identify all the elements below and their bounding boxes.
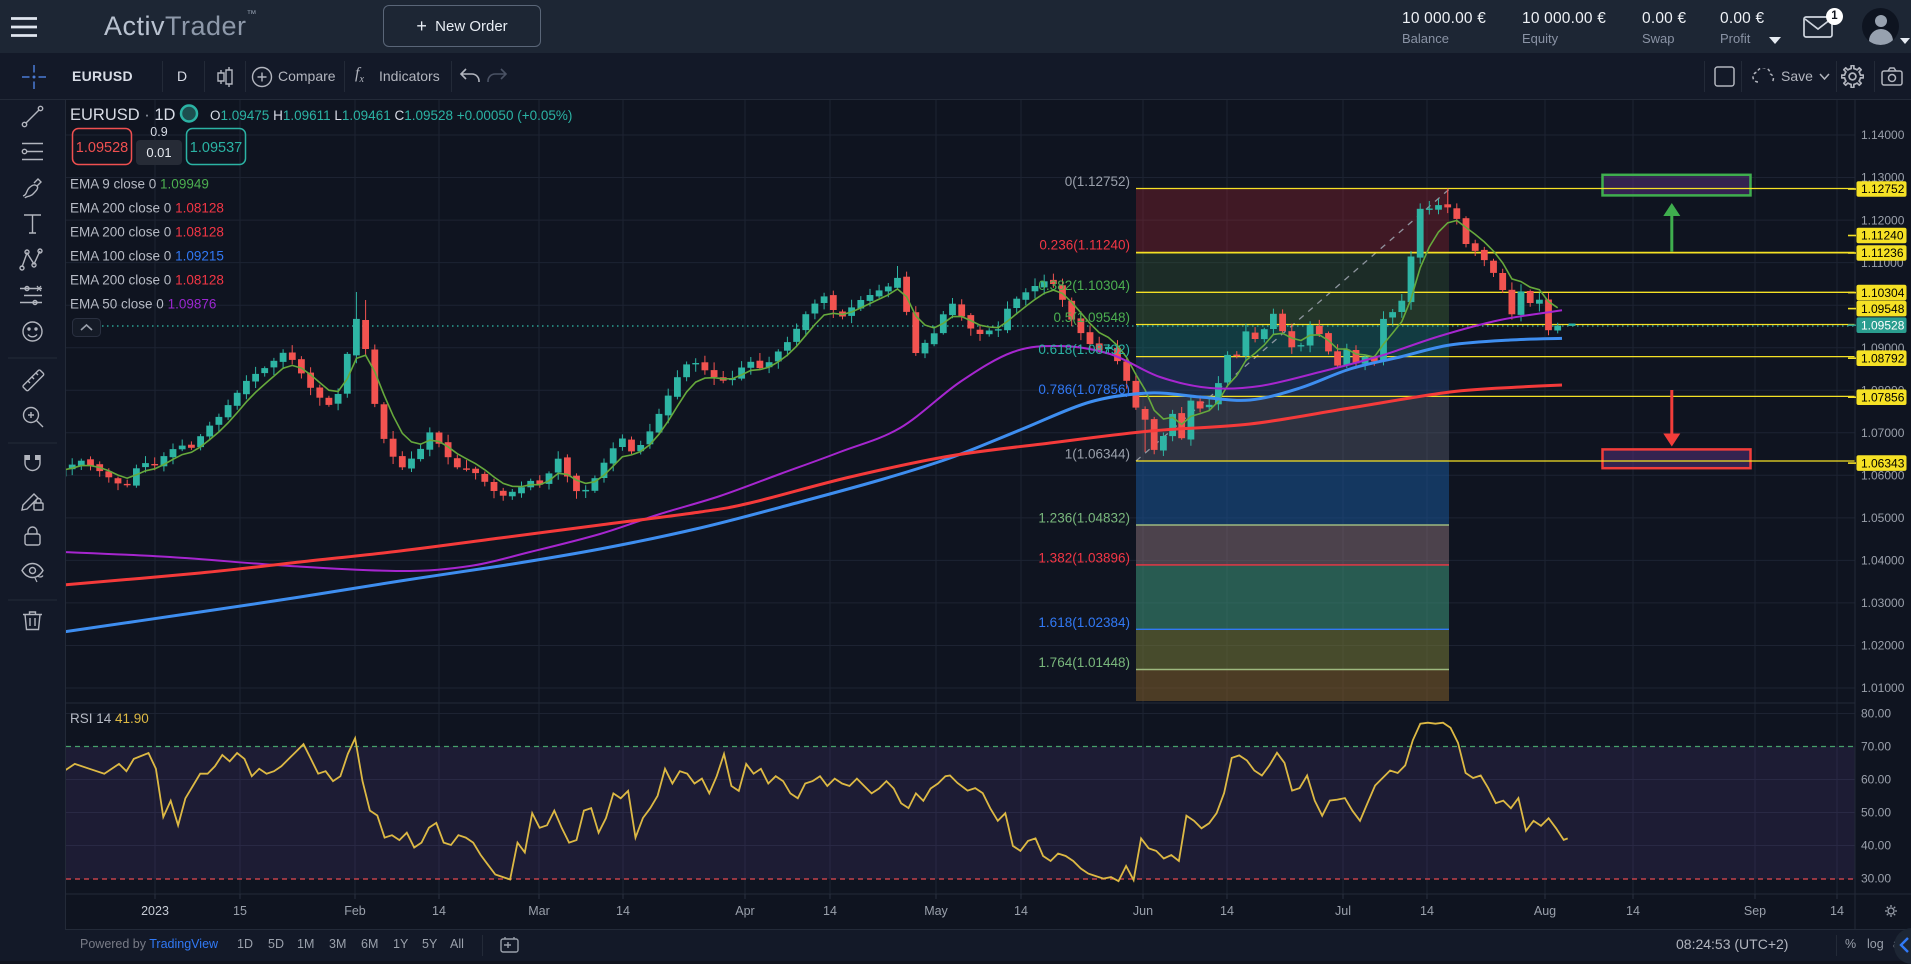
svg-text:14: 14 xyxy=(1420,904,1434,918)
svg-text:80.00: 80.00 xyxy=(1861,707,1891,721)
svg-text:1.09528: 1.09528 xyxy=(1861,318,1905,332)
svg-text:Jun: Jun xyxy=(1133,904,1153,918)
svg-text:14: 14 xyxy=(1626,904,1640,918)
svg-text:1.05000: 1.05000 xyxy=(1861,511,1905,525)
svg-text:EMA 100 close 0 1.09215: EMA 100 close 0 1.09215 xyxy=(70,249,224,264)
svg-text:1.618(1.02384): 1.618(1.02384) xyxy=(1038,615,1130,630)
svg-text:0(1.12752): 0(1.12752) xyxy=(1065,174,1130,189)
svg-text:14: 14 xyxy=(1830,904,1844,918)
svg-text:1.12752: 1.12752 xyxy=(1861,182,1905,196)
svg-text:14: 14 xyxy=(616,904,630,918)
svg-text:1.14000: 1.14000 xyxy=(1861,128,1905,142)
svg-text:1.08792: 1.08792 xyxy=(1861,351,1905,365)
svg-text:14: 14 xyxy=(823,904,837,918)
svg-text:50.00: 50.00 xyxy=(1861,806,1891,820)
svg-text:EURUSD · 1D: EURUSD · 1D xyxy=(70,106,176,124)
svg-text:60.00: 60.00 xyxy=(1861,773,1891,787)
svg-text:1.10304: 1.10304 xyxy=(1861,286,1905,300)
svg-text:Aug: Aug xyxy=(1534,904,1556,918)
svg-text:1.764(1.01448): 1.764(1.01448) xyxy=(1038,655,1130,670)
svg-text:1.09528: 1.09528 xyxy=(76,140,128,156)
svg-text:14: 14 xyxy=(432,904,446,918)
svg-text:0.9: 0.9 xyxy=(150,125,167,139)
svg-text:1.12000: 1.12000 xyxy=(1861,213,1905,227)
svg-text:1.06343: 1.06343 xyxy=(1861,456,1905,470)
svg-text:1.04000: 1.04000 xyxy=(1861,554,1905,568)
svg-text:1.11240: 1.11240 xyxy=(1861,229,1904,243)
svg-text:0.618(1.08792): 0.618(1.08792) xyxy=(1038,342,1130,357)
svg-text:1.236(1.04832): 1.236(1.04832) xyxy=(1038,511,1130,526)
svg-text:0.786(1.07856): 0.786(1.07856) xyxy=(1038,382,1130,397)
svg-text:EMA 200 close 0 1.08128: EMA 200 close 0 1.08128 xyxy=(70,273,224,288)
svg-text:1(1.06344): 1(1.06344) xyxy=(1065,447,1130,462)
svg-text:1.09537: 1.09537 xyxy=(190,140,242,156)
svg-text:30.00: 30.00 xyxy=(1861,872,1891,886)
svg-text:1.01000: 1.01000 xyxy=(1861,681,1905,695)
svg-text:O1.09475 H1.09611 L1.09461 C1.: O1.09475 H1.09611 L1.09461 C1.09528 +0.0… xyxy=(210,108,572,123)
svg-text:Apr: Apr xyxy=(735,904,754,918)
svg-text:15: 15 xyxy=(233,904,247,918)
svg-text:1.07000: 1.07000 xyxy=(1861,426,1905,440)
svg-text:EMA 200 close 0 1.08128: EMA 200 close 0 1.08128 xyxy=(70,201,224,216)
svg-text:40.00: 40.00 xyxy=(1861,839,1891,853)
svg-text:0.5(1.09548): 0.5(1.09548) xyxy=(1053,310,1130,325)
svg-text:14: 14 xyxy=(1014,904,1028,918)
svg-text:1.09548: 1.09548 xyxy=(1861,302,1905,316)
svg-text:1.11236: 1.11236 xyxy=(1861,246,1904,260)
svg-text:EMA 9 close 0 1.09949: EMA 9 close 0 1.09949 xyxy=(70,177,209,192)
svg-text:1.06000: 1.06000 xyxy=(1861,469,1905,483)
svg-text:Feb: Feb xyxy=(344,904,366,918)
svg-text:Jul: Jul xyxy=(1335,904,1351,918)
svg-text:1.02000: 1.02000 xyxy=(1861,639,1905,653)
svg-text:Sep: Sep xyxy=(1744,904,1766,918)
svg-text:RSI 14 41.90: RSI 14 41.90 xyxy=(70,711,149,726)
svg-text:May: May xyxy=(924,904,948,918)
svg-text:EMA 50 close 0 1.09876: EMA 50 close 0 1.09876 xyxy=(70,297,216,312)
svg-text:1.382(1.03896): 1.382(1.03896) xyxy=(1038,551,1130,566)
svg-text:0.01: 0.01 xyxy=(146,145,171,160)
svg-text:0.236(1.11240): 0.236(1.11240) xyxy=(1039,238,1130,253)
svg-text:0.382(1.10304): 0.382(1.10304) xyxy=(1038,278,1130,293)
svg-text:Mar: Mar xyxy=(528,904,550,918)
svg-text:2023: 2023 xyxy=(141,904,169,918)
svg-text:1.07856: 1.07856 xyxy=(1861,390,1905,404)
svg-text:EMA 200 close 0 1.08128: EMA 200 close 0 1.08128 xyxy=(70,225,224,240)
svg-text:70.00: 70.00 xyxy=(1861,740,1891,754)
svg-text:1.03000: 1.03000 xyxy=(1861,596,1905,610)
svg-text:14: 14 xyxy=(1220,904,1234,918)
